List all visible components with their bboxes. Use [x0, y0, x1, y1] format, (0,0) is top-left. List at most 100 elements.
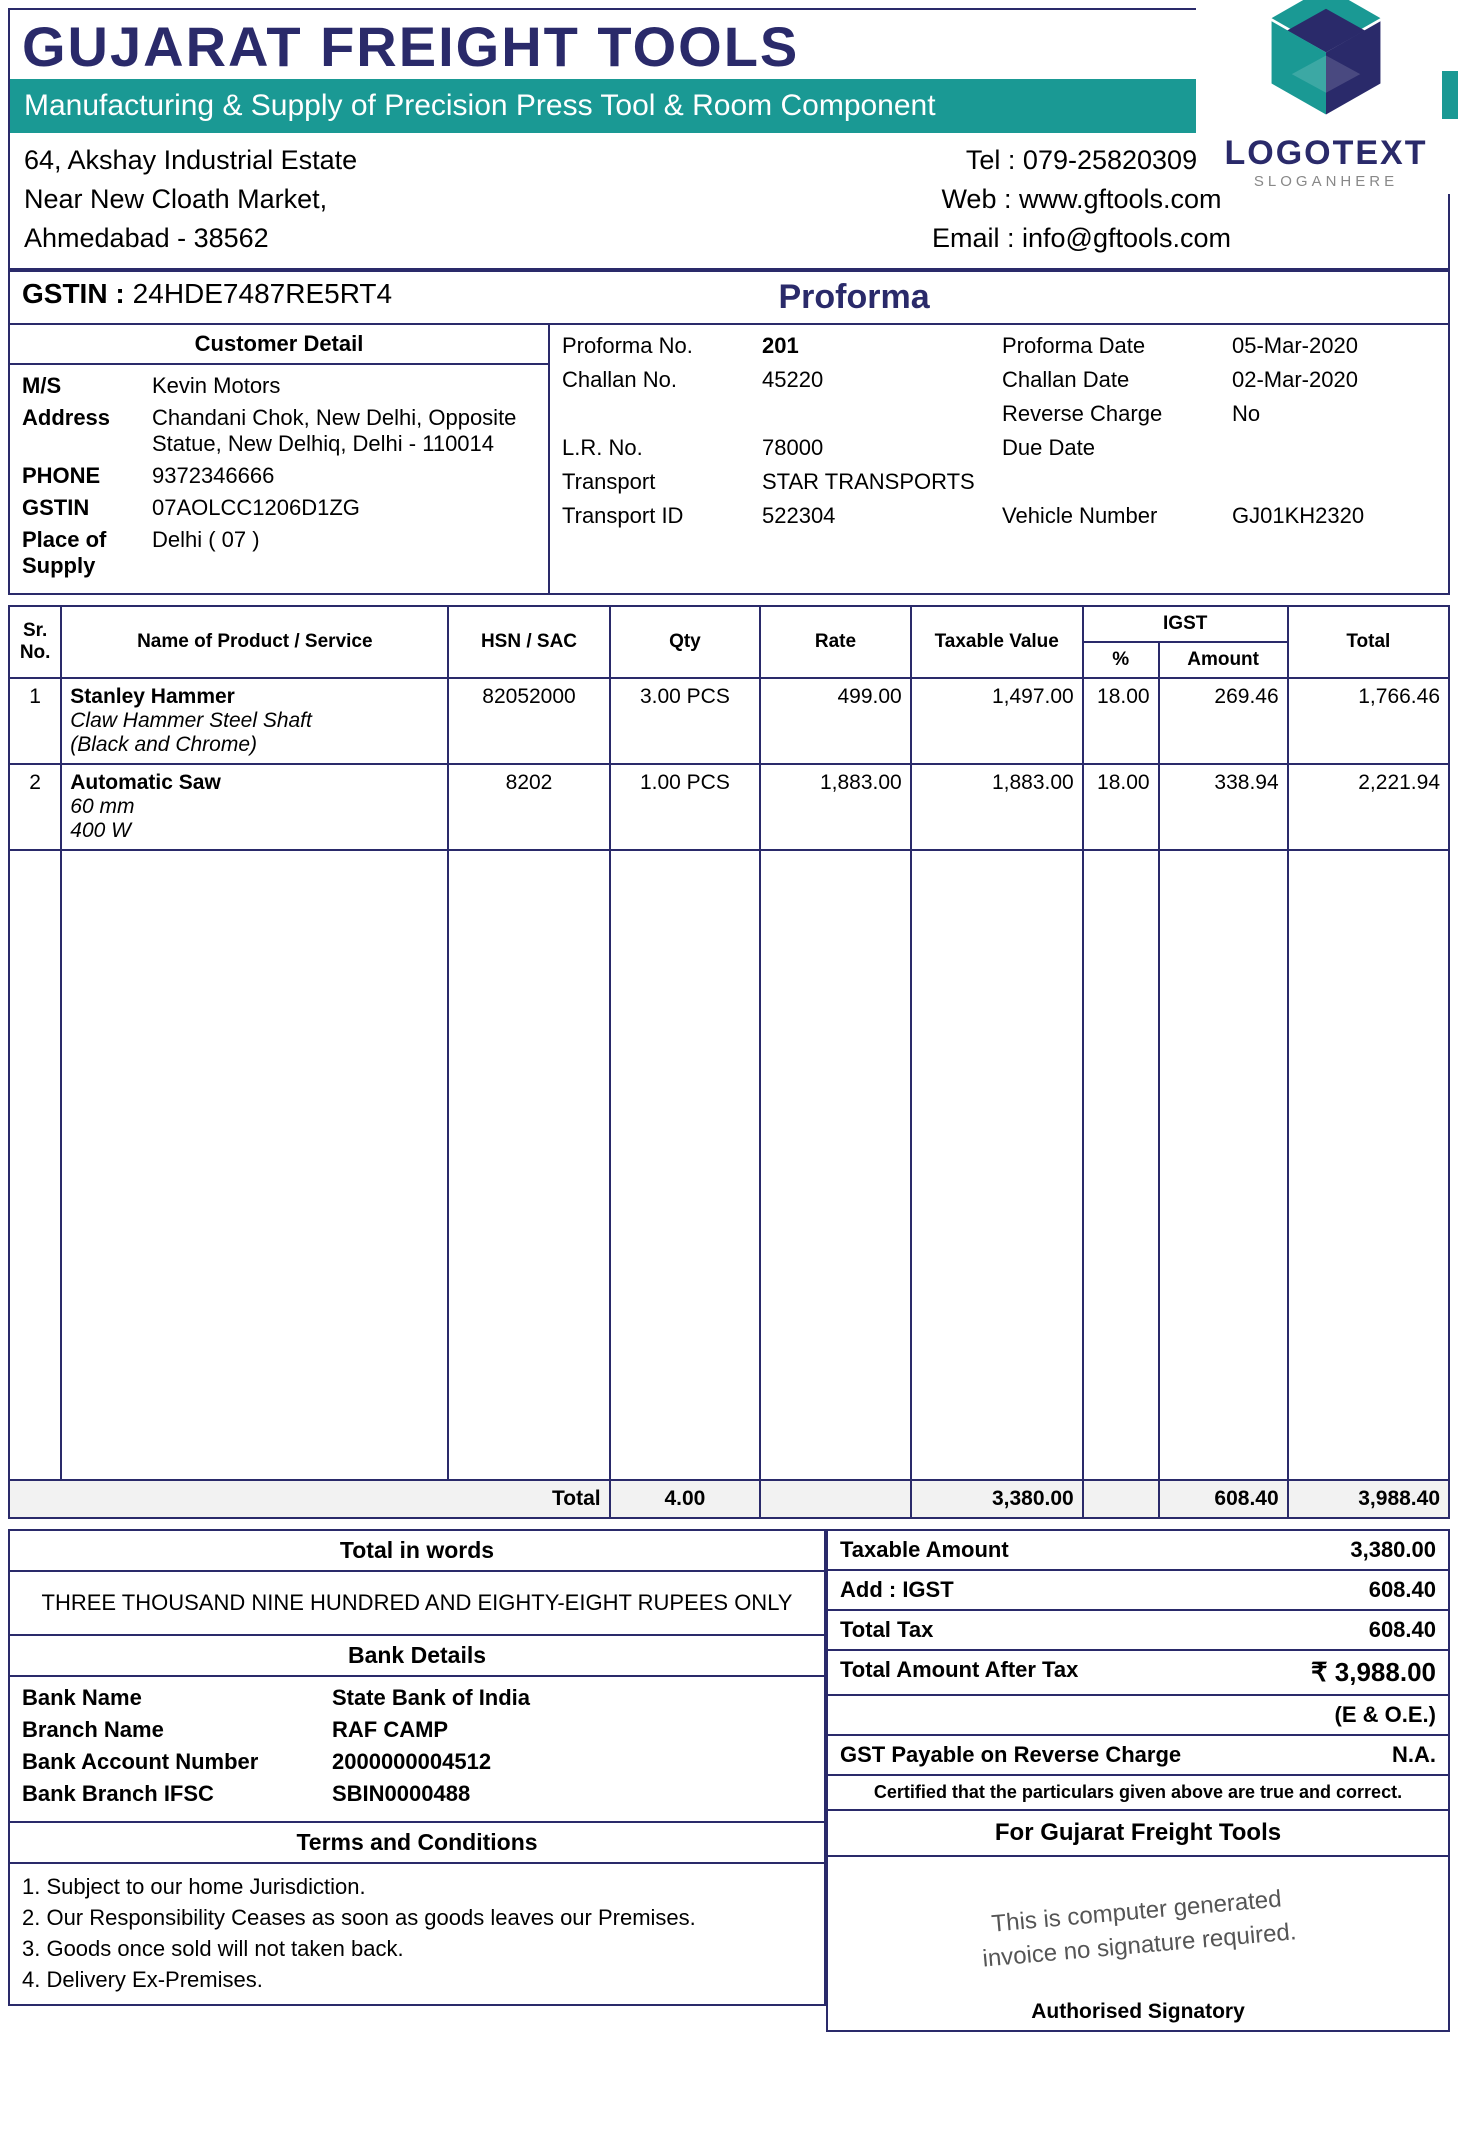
for-company: For Gujarat Freight Tools — [826, 1811, 1450, 1857]
item-sr: 2 — [9, 764, 61, 850]
transport-value: STAR TRANSPORTS — [762, 469, 975, 495]
due-label: Due Date — [1002, 435, 1232, 461]
challan-no: 45220 — [762, 367, 1002, 393]
gstrev-value: N.A. — [1392, 1742, 1436, 1768]
bank-name-label: Bank Name — [22, 1685, 332, 1711]
item-pct: 18.00 — [1083, 764, 1159, 850]
logo-text: LOGOTEXT — [1200, 134, 1452, 173]
ms-label: M/S — [22, 373, 152, 399]
item-rate: 499.00 — [760, 678, 911, 764]
term-3: 3. Goods once sold will not taken back. — [22, 1934, 812, 1965]
teal-tab — [1442, 71, 1458, 119]
term-2: 2. Our Responsibility Ceases as soon as … — [22, 1903, 812, 1934]
acct: 2000000004512 — [332, 1749, 491, 1775]
phone-value: 9372346666 — [152, 463, 536, 489]
col-pct: % — [1083, 642, 1159, 678]
auth-signatory: Authorised Signatory — [828, 2000, 1448, 2024]
logo-block: LOGOTEXT SLOGANHERE — [1196, 0, 1456, 194]
taxable-label: Taxable Amount — [840, 1537, 1350, 1563]
acct-label: Bank Account Number — [22, 1749, 332, 1775]
proforma-date: 05-Mar-2020 — [1232, 333, 1436, 359]
table-row: 2 Automatic Saw 60 mm 400 W 8202 1.00 PC… — [9, 764, 1449, 850]
challan-no-label: Challan No. — [562, 367, 762, 393]
item-desc: 400 W — [70, 819, 439, 843]
reverse-charge: No — [1232, 401, 1436, 427]
item-sr: 1 — [9, 678, 61, 764]
term-4: 4. Delivery Ex-Premises. — [22, 1965, 812, 1996]
proforma-no-label: Proforma No. — [562, 333, 762, 359]
term-1: 1. Subject to our home Jurisdiction. — [22, 1872, 812, 1903]
item-qty: 3.00 PCS — [610, 678, 761, 764]
item-taxable: 1,497.00 — [911, 678, 1083, 764]
ifsc-label: Bank Branch IFSC — [22, 1781, 332, 1807]
addr-line1: 64, Akshay Industrial Estate — [24, 141, 729, 180]
terms-heading: Terms and Conditions — [10, 1821, 824, 1864]
item-amt: 269.46 — [1159, 678, 1288, 764]
phone-label: PHONE — [22, 463, 152, 489]
addr-line3: Ahmedabad - 38562 — [24, 219, 729, 258]
table-row: 1 Stanley Hammer Claw Hammer Steel Shaft… — [9, 678, 1449, 764]
igst-label: Add : IGST — [840, 1577, 1369, 1603]
proforma-date-label: Proforma Date — [1002, 333, 1232, 359]
customer-heading: Customer Detail — [10, 325, 548, 365]
col-total: Total — [1288, 606, 1449, 678]
item-amt: 338.94 — [1159, 764, 1288, 850]
total-amt: 608.40 — [1159, 1480, 1288, 1518]
cust-gstin-label: GSTIN — [22, 495, 152, 521]
cert-text: Certified that the particulars given abo… — [826, 1776, 1450, 1811]
ms-value: Kevin Motors — [152, 373, 536, 399]
document-title: Proforma — [272, 278, 1436, 317]
challan-date: 02-Mar-2020 — [1232, 367, 1436, 393]
gstin-label: GSTIN : — [22, 278, 125, 317]
addr-line2: Near New Cloath Market, — [24, 180, 729, 219]
item-total: 2,221.94 — [1288, 764, 1449, 850]
signature-area: This is computer generated invoice no si… — [826, 1857, 1450, 2032]
transport-label: Transport — [562, 469, 762, 495]
ifsc: SBIN0000488 — [332, 1781, 470, 1807]
item-name: Stanley Hammer — [70, 685, 439, 709]
addr-label: Address — [22, 405, 152, 457]
pos-value: Delhi ( 07 ) — [152, 527, 536, 579]
addr-value: Chandani Chok, New Delhi, Opposite Statu… — [152, 405, 536, 457]
item-rate: 1,883.00 — [760, 764, 911, 850]
tax-value: 608.40 — [1369, 1617, 1436, 1643]
item-total: 1,766.46 — [1288, 678, 1449, 764]
reverse-charge-label: Reverse Charge — [1002, 401, 1232, 427]
gstrev-label: GST Payable on Reverse Charge — [840, 1742, 1392, 1768]
veh-label: Vehicle Number — [1002, 503, 1232, 529]
tid-label: Transport ID — [562, 503, 762, 529]
col-taxable: Taxable Value — [911, 606, 1083, 678]
email: Email : info@gftools.com — [729, 219, 1434, 258]
grand-value: ₹ 3,988.00 — [1311, 1657, 1436, 1688]
item-hsn: 82052000 — [448, 678, 609, 764]
items-table: Sr. No. Name of Product / Service HSN / … — [8, 605, 1450, 1519]
tid-value: 522304 — [762, 503, 1002, 529]
item-taxable: 1,883.00 — [911, 764, 1083, 850]
total-total: 3,988.40 — [1288, 1480, 1449, 1518]
logo-slogan: SLOGANHERE — [1200, 173, 1452, 190]
branch-label: Branch Name — [22, 1717, 332, 1743]
eo-text: (E & O.E.) — [1335, 1702, 1436, 1728]
filler-row — [9, 850, 1449, 1480]
item-qty: 1.00 PCS — [610, 764, 761, 850]
proforma-no: 201 — [762, 333, 1002, 359]
col-sr: Sr. No. — [9, 606, 61, 678]
veh-value: GJ01KH2320 — [1232, 503, 1436, 529]
words-text: THREE THOUSAND NINE HUNDRED AND EIGHTY-E… — [10, 1572, 824, 1636]
col-rate: Rate — [760, 606, 911, 678]
total-label: Total — [9, 1480, 610, 1518]
grand-label: Total Amount After Tax — [840, 1657, 1311, 1688]
taxable-value: 3,380.00 — [1350, 1537, 1436, 1563]
col-igst: IGST — [1083, 606, 1288, 642]
pos-label: Place of Supply — [22, 527, 152, 579]
item-name: Automatic Saw — [70, 771, 439, 795]
item-desc: Claw Hammer Steel Shaft — [70, 709, 439, 733]
tax-label: Total Tax — [840, 1617, 1369, 1643]
cust-gstin-value: 07AOLCC1206D1ZG — [152, 495, 536, 521]
due-value — [1232, 435, 1436, 461]
col-qty: Qty — [610, 606, 761, 678]
challan-date-label: Challan Date — [1002, 367, 1232, 393]
bank-name: State Bank of India — [332, 1685, 530, 1711]
item-desc: 60 mm — [70, 795, 439, 819]
words-heading: Total in words — [10, 1531, 824, 1572]
